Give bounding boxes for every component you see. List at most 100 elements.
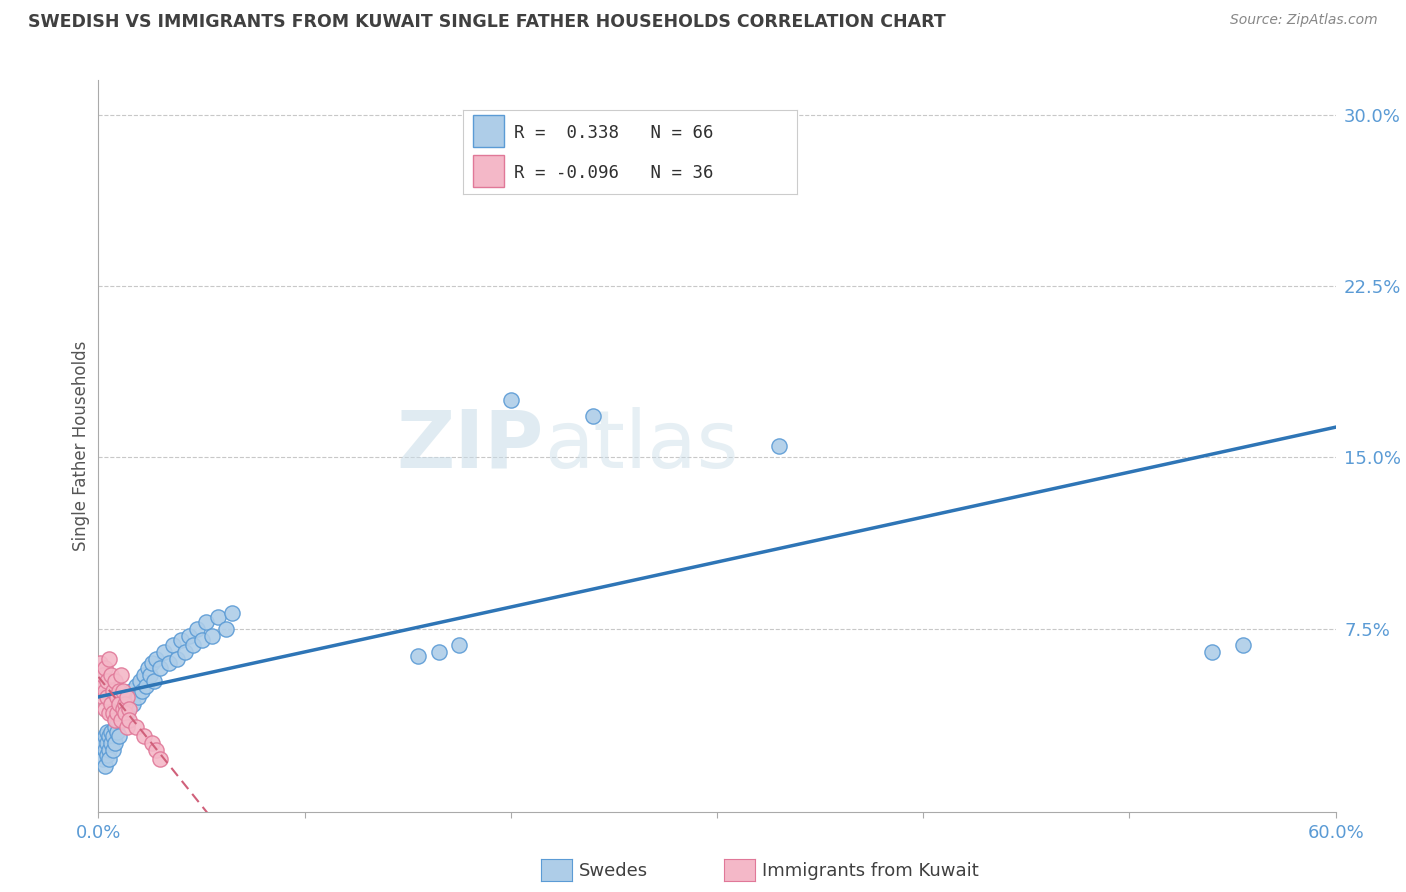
Point — [93, 661, 115, 675]
Point — [149, 661, 172, 675]
Point — [141, 736, 163, 750]
Text: Swedes: Swedes — [579, 862, 648, 880]
Point — [124, 720, 146, 734]
Point — [174, 645, 197, 659]
Point — [101, 683, 124, 698]
Point — [128, 674, 150, 689]
Point — [162, 638, 184, 652]
Point — [114, 698, 136, 712]
Point — [108, 683, 131, 698]
Point — [145, 651, 167, 665]
Point — [124, 679, 146, 693]
Point — [100, 698, 122, 712]
Point — [1201, 645, 1223, 659]
Point — [108, 729, 131, 743]
Point — [110, 714, 132, 728]
Y-axis label: Single Father Households: Single Father Households — [72, 341, 90, 551]
Point — [427, 645, 450, 659]
Point — [104, 714, 127, 728]
Point — [179, 629, 201, 643]
Point — [101, 729, 124, 743]
Point — [221, 606, 243, 620]
Point — [118, 702, 141, 716]
Point — [122, 698, 145, 712]
Point — [96, 724, 118, 739]
Point — [118, 714, 141, 728]
Point — [201, 629, 224, 643]
Point — [89, 747, 111, 762]
Point — [93, 702, 115, 716]
Point — [157, 656, 180, 670]
Point — [499, 393, 522, 408]
Point — [479, 130, 502, 145]
Point — [97, 651, 120, 665]
Point — [114, 698, 136, 712]
Point — [93, 683, 115, 698]
Point — [108, 706, 131, 721]
Point — [118, 690, 141, 705]
Point — [105, 714, 128, 728]
Point — [104, 720, 127, 734]
Point — [97, 729, 120, 743]
Point — [91, 690, 114, 705]
Point — [91, 752, 114, 766]
Point — [89, 656, 111, 670]
Point — [105, 724, 128, 739]
Point — [112, 702, 135, 716]
FancyBboxPatch shape — [474, 155, 503, 187]
Point — [105, 690, 128, 705]
Point — [100, 736, 122, 750]
Text: Source: ZipAtlas.com: Source: ZipAtlas.com — [1230, 13, 1378, 28]
Point — [101, 706, 124, 721]
Point — [132, 729, 155, 743]
Point — [97, 706, 120, 721]
Point — [105, 706, 128, 721]
Point — [131, 683, 153, 698]
Point — [117, 706, 139, 721]
Text: R = -0.096   N = 36: R = -0.096 N = 36 — [513, 163, 713, 182]
Point — [186, 622, 208, 636]
Point — [139, 667, 162, 681]
Point — [104, 674, 127, 689]
Point — [215, 622, 238, 636]
Point — [120, 683, 142, 698]
Point — [91, 736, 114, 750]
FancyBboxPatch shape — [474, 115, 503, 147]
Text: ZIP: ZIP — [396, 407, 544, 485]
Point — [145, 743, 167, 757]
Point — [101, 743, 124, 757]
Point — [114, 706, 136, 721]
Point — [406, 649, 429, 664]
Point — [93, 743, 115, 757]
Point — [110, 702, 132, 716]
Point — [170, 633, 193, 648]
Point — [135, 679, 157, 693]
Point — [582, 409, 605, 424]
Point — [100, 667, 122, 681]
Point — [96, 690, 118, 705]
Point — [136, 661, 159, 675]
Point — [112, 714, 135, 728]
Point — [127, 690, 149, 705]
Point — [96, 674, 118, 689]
Point — [96, 736, 118, 750]
Point — [194, 615, 217, 629]
Point — [96, 747, 118, 762]
Point — [181, 638, 204, 652]
Point — [117, 690, 139, 705]
Point — [143, 674, 166, 689]
Point — [97, 743, 120, 757]
Point — [1232, 638, 1254, 652]
Point — [153, 645, 176, 659]
Point — [93, 759, 115, 773]
Text: SWEDISH VS IMMIGRANTS FROM KUWAIT SINGLE FATHER HOUSEHOLDS CORRELATION CHART: SWEDISH VS IMMIGRANTS FROM KUWAIT SINGLE… — [28, 13, 946, 31]
Text: R =  0.338   N = 66: R = 0.338 N = 66 — [513, 124, 713, 142]
Point — [117, 720, 139, 734]
Point — [207, 610, 229, 624]
Point — [89, 679, 111, 693]
Text: Immigrants from Kuwait: Immigrants from Kuwait — [762, 862, 979, 880]
Point — [91, 667, 114, 681]
Point — [108, 698, 131, 712]
Point — [100, 724, 122, 739]
Point — [132, 667, 155, 681]
